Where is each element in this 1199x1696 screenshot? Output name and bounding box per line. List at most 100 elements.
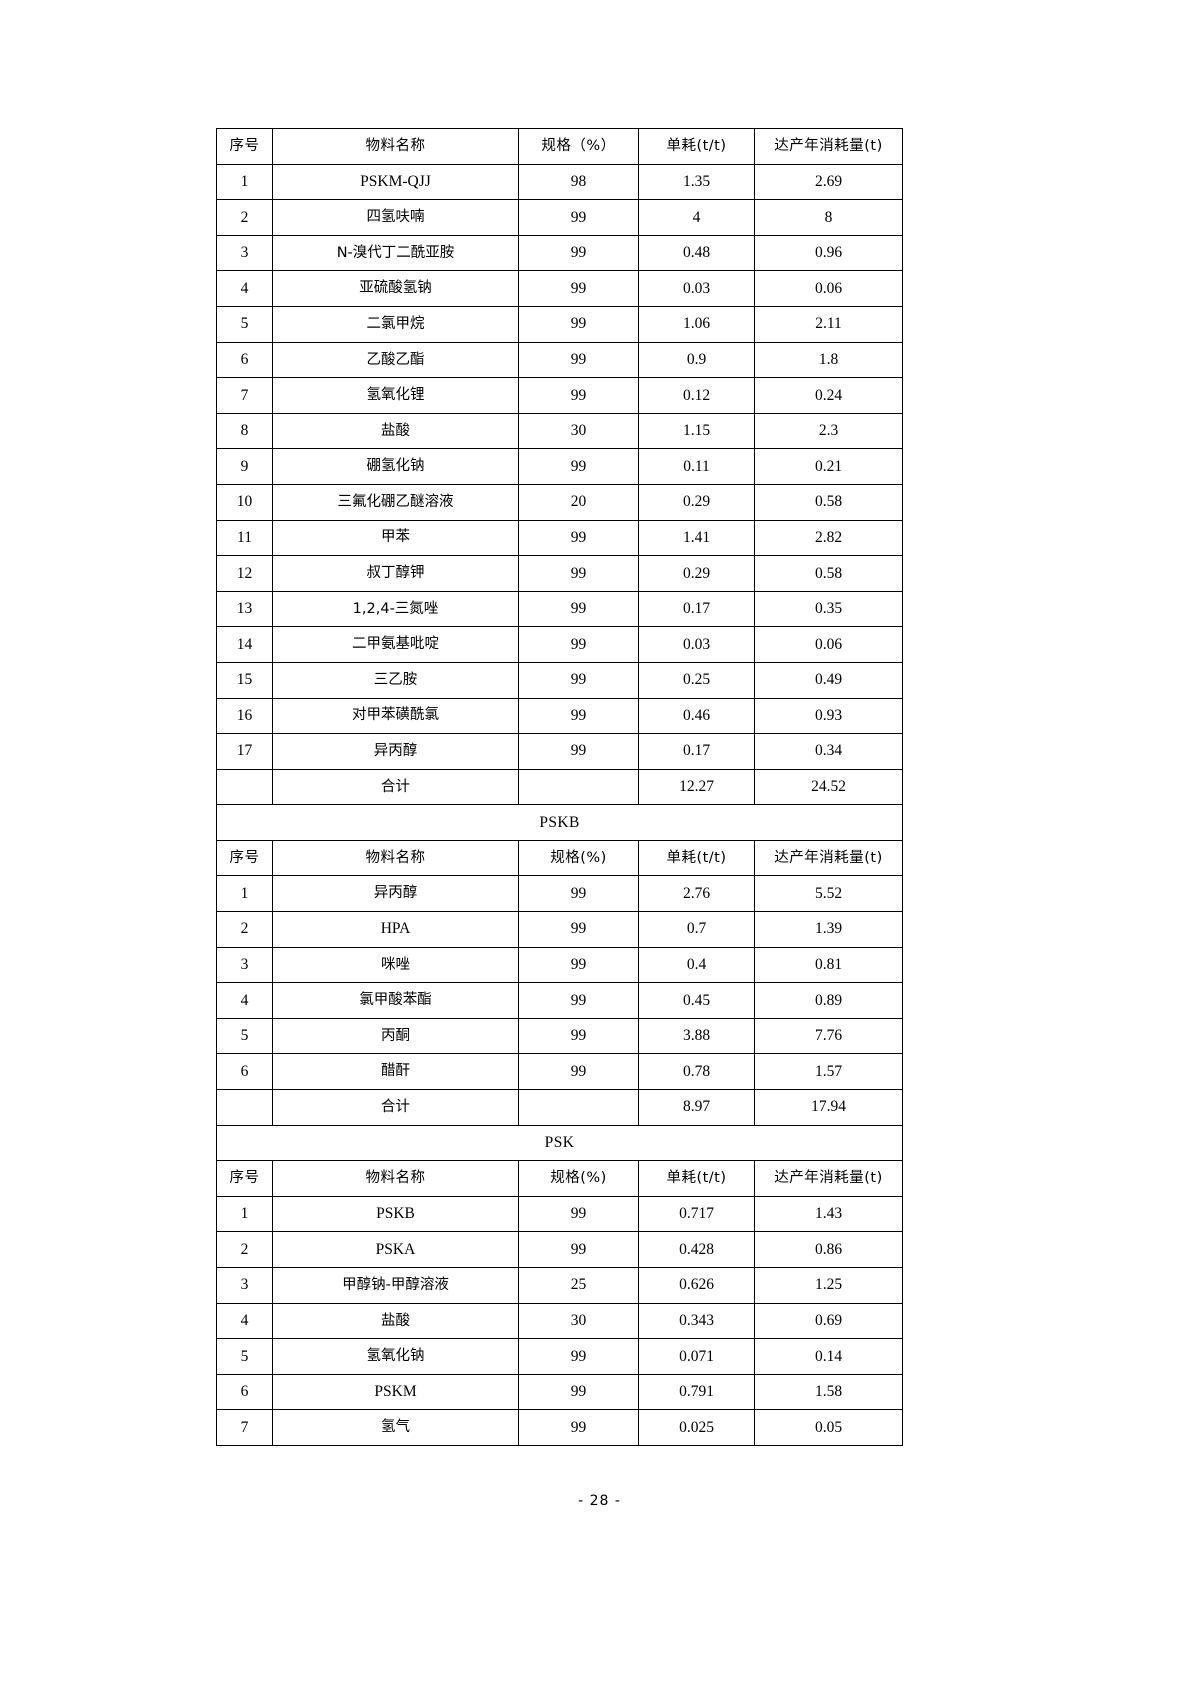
cell-material-name: N-溴代丁二酰亚胺 — [272, 234, 519, 272]
cell-unit-consumption: 0.17 — [638, 590, 755, 628]
cell-index: 2 — [216, 911, 273, 948]
cell-material-name: 三氟化硼乙醚溶液 — [272, 483, 519, 521]
table-row: 17 异丙醇 99 0.17 0.34 — [216, 733, 903, 770]
cell-unit-consumption: 0.025 — [638, 1409, 755, 1446]
table-row: 1 PSKB 99 0.717 1.43 — [216, 1195, 903, 1233]
cell-spec: 99 — [518, 697, 639, 735]
cell-material-name: 氢氧化锂 — [272, 377, 519, 414]
cell-annual-consumption: 0.24 — [754, 377, 903, 414]
cell-material-name: 异丙醇 — [272, 875, 519, 913]
table-row: 5 丙酮 99 3.88 7.76 — [216, 1017, 903, 1055]
column-header-unit-consumption: 单耗(t/t) — [638, 128, 755, 165]
table-total-row: 合计 12.27 24.52 — [216, 768, 903, 806]
cell-index: 1 — [216, 163, 273, 201]
cell-material-name: 盐酸 — [272, 412, 519, 450]
cell-unit-consumption: 0.11 — [638, 448, 755, 485]
page-number: - 28 - — [578, 1493, 621, 1509]
cell-spec: 99 — [518, 234, 639, 272]
cell-spec: 20 — [518, 483, 639, 521]
table-row: 15 三乙胺 99 0.25 0.49 — [216, 661, 903, 699]
column-header-spec: 规格（%） — [518, 128, 639, 165]
table-row: 4 氯甲酸苯酯 99 0.45 0.89 — [216, 982, 903, 1019]
cell-unit-consumption: 0.428 — [638, 1231, 755, 1268]
table-row: 12 叔丁醇钾 99 0.29 0.58 — [216, 555, 903, 592]
section-title-row: PSK — [216, 1124, 903, 1162]
column-header-index: 序号 — [216, 128, 273, 165]
table-row: 5 氢氧化钠 99 0.071 0.14 — [216, 1338, 903, 1375]
cell-annual-consumption: 2.11 — [754, 305, 903, 343]
column-header-index: 序号 — [216, 839, 273, 877]
cell-index: 4 — [216, 270, 273, 307]
cell-spec: 99 — [518, 590, 639, 628]
cell-annual-consumption: 0.34 — [754, 733, 903, 770]
cell-unit-consumption: 1.15 — [638, 412, 755, 450]
cell-spec: 99 — [518, 199, 639, 236]
cell-spec: 99 — [518, 1373, 639, 1411]
table-row: 2 四氢呋喃 99 4 8 — [216, 199, 903, 236]
cell-annual-consumption: 0.89 — [754, 982, 903, 1019]
cell-unit-consumption: 0.343 — [638, 1302, 755, 1340]
cell-unit-consumption: 0.29 — [638, 555, 755, 592]
cell-annual-consumption: 7.76 — [754, 1017, 903, 1055]
cell-annual-consumption: 0.81 — [754, 946, 903, 984]
cell-spec — [518, 1089, 639, 1126]
cell-spec: 99 — [518, 1195, 639, 1233]
cell-index: 8 — [216, 412, 273, 450]
section-title: PSKB — [216, 804, 903, 841]
cell-material-name: 硼氢化钠 — [272, 448, 519, 485]
cell-index: 9 — [216, 448, 273, 485]
cell-annual-consumption: 0.06 — [754, 626, 903, 663]
cell-spec: 99 — [518, 1017, 639, 1055]
cell-material-name: 甲醇钠-甲醇溶液 — [272, 1267, 519, 1304]
cell-index: 6 — [216, 341, 273, 379]
cell-material-name: 二氯甲烷 — [272, 305, 519, 343]
column-header-annual-consumption: 达产年消耗量(t) — [754, 128, 903, 165]
cell-material-name: 二甲氨基吡啶 — [272, 626, 519, 663]
cell-annual-consumption: 2.3 — [754, 412, 903, 450]
cell-index: 3 — [216, 234, 273, 272]
table-row: 10 三氟化硼乙醚溶液 20 0.29 0.58 — [216, 483, 903, 521]
column-header-unit-consumption: 单耗(t/t) — [638, 1160, 755, 1197]
cell-index: 12 — [216, 555, 273, 592]
table-row: 9 硼氢化钠 99 0.11 0.21 — [216, 448, 903, 485]
cell-material-name: 对甲苯磺酰氯 — [272, 697, 519, 735]
cell-unit-consumption: 0.29 — [638, 483, 755, 521]
cell-unit-consumption: 0.03 — [638, 626, 755, 663]
cell-spec: 30 — [518, 412, 639, 450]
cell-unit-consumption: 0.717 — [638, 1195, 755, 1233]
cell-spec: 99 — [518, 270, 639, 307]
cell-annual-consumption: 0.86 — [754, 1231, 903, 1268]
cell-annual-consumption: 1.43 — [754, 1195, 903, 1233]
cell-unit-consumption: 0.7 — [638, 911, 755, 948]
cell-spec: 99 — [518, 661, 639, 699]
cell-annual-consumption: 17.94 — [754, 1089, 903, 1126]
cell-index: 6 — [216, 1373, 273, 1411]
cell-index: 1 — [216, 875, 273, 913]
cell-material-name: 氢氧化钠 — [272, 1338, 519, 1375]
table-row: 7 氢气 99 0.025 0.05 — [216, 1409, 903, 1446]
table-row: 7 氢氧化锂 99 0.12 0.24 — [216, 377, 903, 414]
cell-material-name: 异丙醇 — [272, 733, 519, 770]
column-header-spec: 规格(%) — [518, 839, 639, 877]
cell-unit-consumption: 0.45 — [638, 982, 755, 1019]
cell-annual-consumption: 0.96 — [754, 234, 903, 272]
cell-material-name: PSKM-QJJ — [272, 163, 519, 201]
cell-index: 16 — [216, 697, 273, 735]
cell-material-name: 咪唑 — [272, 946, 519, 984]
cell-material-name: 亚硫酸氢钠 — [272, 270, 519, 307]
cell-material-name: 丙酮 — [272, 1017, 519, 1055]
cell-annual-consumption: 1.58 — [754, 1373, 903, 1411]
cell-spec: 99 — [518, 733, 639, 770]
cell-total-label: 合计 — [272, 768, 519, 806]
cell-index: 7 — [216, 377, 273, 414]
cell-index: 5 — [216, 1017, 273, 1055]
cell-spec: 30 — [518, 1302, 639, 1340]
cell-material-name: 三乙胺 — [272, 661, 519, 699]
cell-spec: 99 — [518, 448, 639, 485]
cell-unit-consumption: 0.12 — [638, 377, 755, 414]
table-row: 8 盐酸 30 1.15 2.3 — [216, 412, 903, 450]
table-total-row: 合计 8.97 17.94 — [216, 1089, 903, 1126]
cell-index — [216, 768, 273, 806]
table-row: 6 乙酸乙酯 99 0.9 1.8 — [216, 341, 903, 379]
table-row: 3 咪唑 99 0.4 0.81 — [216, 946, 903, 984]
